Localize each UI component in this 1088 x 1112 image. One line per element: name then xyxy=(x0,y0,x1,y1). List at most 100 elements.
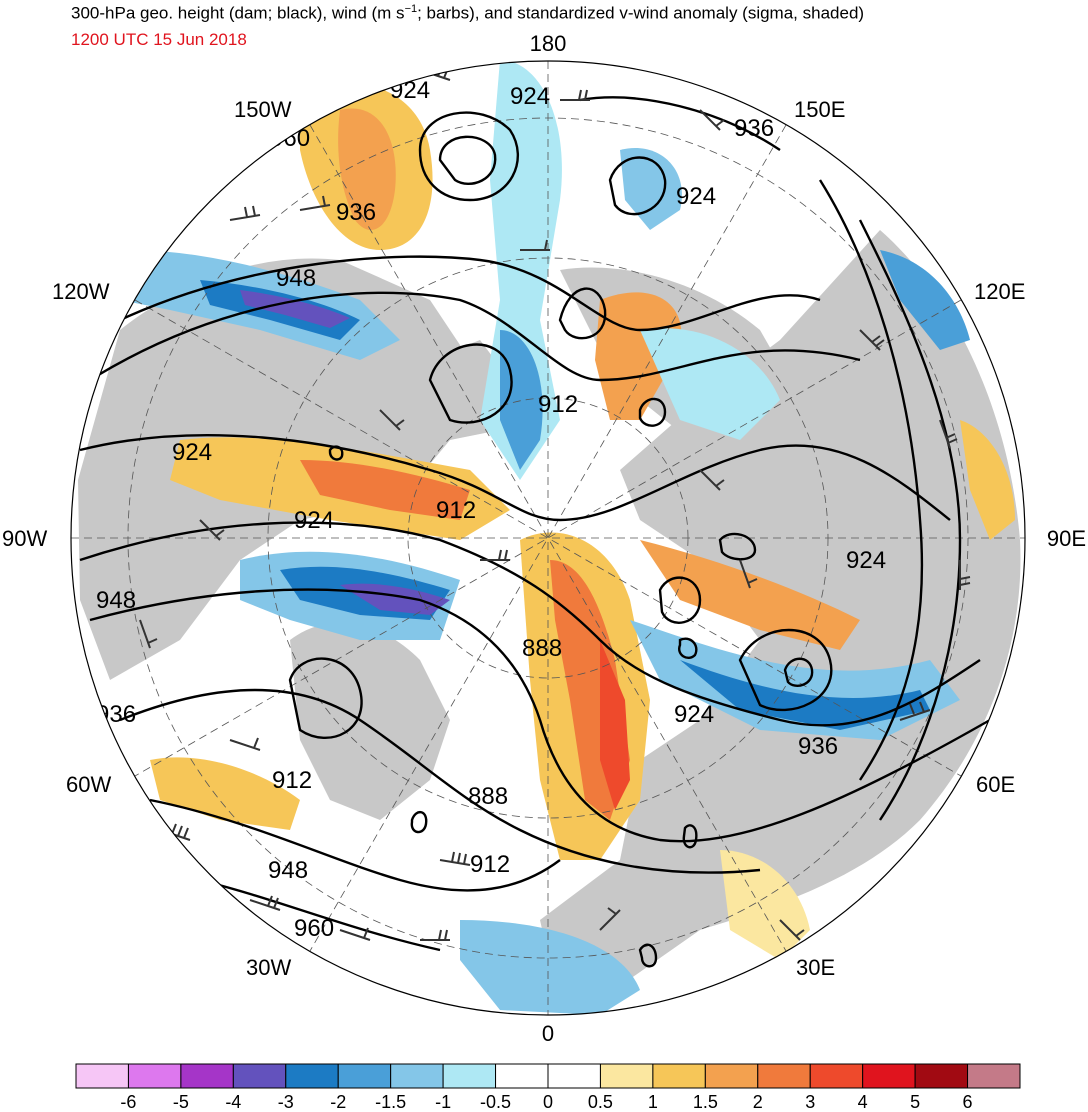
contour-label: 936 xyxy=(734,115,774,142)
colorbar-tick-label: -1 xyxy=(435,1092,451,1112)
colorbar-tick-label: 6 xyxy=(963,1092,973,1112)
anomaly-negative xyxy=(500,330,543,470)
wind-barb xyxy=(139,619,158,649)
wind-barb xyxy=(859,329,885,351)
colorbar-swatch xyxy=(967,1063,1021,1089)
colorbar-swatch xyxy=(285,1063,339,1089)
height-contour xyxy=(89,588,991,843)
map-disk: 924 924 960 936 936 924 948 912 924 924 … xyxy=(71,61,1025,1015)
colorbar-swatch xyxy=(862,1063,916,1089)
contour-label: 888 xyxy=(522,635,562,662)
colorbar-swatch xyxy=(652,1063,706,1089)
wind-barb xyxy=(420,929,450,941)
latitude-circle-inner xyxy=(407,397,689,679)
height-contour xyxy=(149,798,561,892)
height-contour xyxy=(718,532,757,561)
longitude-label-120w: 120W xyxy=(52,279,110,304)
colorbar-swatch xyxy=(757,1063,811,1089)
height-contour xyxy=(119,688,761,874)
contour-label: 912 xyxy=(272,767,312,794)
colorbar-swatch xyxy=(704,1063,759,1089)
height-contour xyxy=(89,291,861,382)
wind-barb xyxy=(339,927,371,941)
wind-barb xyxy=(699,109,725,131)
height-contour xyxy=(678,637,698,659)
wind-barb xyxy=(199,519,225,541)
meridian-150 xyxy=(309,124,787,952)
height-contour xyxy=(858,219,962,821)
colorbar-tick-label: 5 xyxy=(910,1092,920,1112)
wind-barb xyxy=(959,560,971,590)
height-contour xyxy=(328,445,344,461)
wind-barb xyxy=(599,907,621,931)
height-contour xyxy=(638,943,658,968)
greenland-land xyxy=(290,622,450,820)
wind-barb xyxy=(699,469,725,491)
longitude-label-120e: 120E xyxy=(974,279,1025,304)
height-contour xyxy=(818,179,924,781)
contour-label: 924 xyxy=(510,83,550,110)
height-contour xyxy=(783,657,814,687)
anomaly-positive xyxy=(720,850,810,960)
graticule xyxy=(71,61,1025,1015)
wind-barb xyxy=(249,895,281,911)
colorbar-tick-label: -2 xyxy=(330,1092,346,1112)
height-contour xyxy=(682,824,698,849)
anomaly-positive xyxy=(300,460,470,520)
longitude-label-90e: 90E xyxy=(1047,526,1086,551)
wind-barb xyxy=(439,851,471,866)
height-contour xyxy=(658,576,702,624)
colorbar-tick-label: -6 xyxy=(120,1092,136,1112)
longitude-label-30w: 30W xyxy=(246,955,291,980)
contour-label: 924 xyxy=(294,507,334,534)
longitude-label-90w: 90W xyxy=(2,526,47,551)
wind-barb xyxy=(939,419,958,449)
colorbar-swatch xyxy=(495,1063,549,1089)
anomaly-positive xyxy=(960,420,1015,540)
colorbar-swatch xyxy=(809,1063,864,1089)
anomaly-negative xyxy=(680,660,930,730)
wind-barb xyxy=(480,549,510,561)
meridian-30 xyxy=(309,124,787,952)
map-subtitle: 1200 UTC 15 Jun 2018 xyxy=(71,30,247,49)
height-contour xyxy=(608,156,667,216)
contour-label: 960 xyxy=(270,125,310,152)
anomaly-positive xyxy=(150,757,300,830)
longitude-label-150e: 150E xyxy=(794,97,845,122)
wind-barb xyxy=(379,409,405,431)
anomaly-negative xyxy=(460,920,640,1015)
height-contour xyxy=(119,255,821,332)
longitude-label-60e: 60E xyxy=(976,772,1015,797)
height-contour xyxy=(558,287,607,340)
longitude-label-0: 0 xyxy=(542,1021,554,1046)
colorbar-swatch xyxy=(232,1063,287,1089)
colorbar-tick-label: -0.5 xyxy=(480,1092,511,1112)
height-contour xyxy=(79,434,951,522)
wind-barb xyxy=(229,205,261,221)
map-title: 300-hPa geo. height (dam; black), wind (… xyxy=(71,3,865,23)
map-border xyxy=(70,60,1026,1016)
contour-label: 936 xyxy=(96,701,136,728)
contour-label: 948 xyxy=(268,857,308,884)
latitude-circle-outer xyxy=(127,117,969,959)
contour-label: 948 xyxy=(96,587,136,614)
contour-label: 912 xyxy=(470,851,510,878)
wind-barb xyxy=(899,701,931,721)
anomaly-negative xyxy=(880,250,970,350)
anomaly-negative xyxy=(640,328,780,440)
contour-label: 912 xyxy=(436,497,476,524)
colorbar-tick-label: 3 xyxy=(805,1092,815,1112)
colorbar-tick-label: -5 xyxy=(173,1092,189,1112)
wind-barb xyxy=(229,737,261,751)
height-contours xyxy=(79,96,991,968)
height-contour xyxy=(428,343,513,424)
contour-label: 924 xyxy=(676,183,716,210)
contour-label: 948 xyxy=(276,265,316,292)
colorbar-tick-label: 1 xyxy=(648,1092,658,1112)
contour-label: 960 xyxy=(294,915,334,942)
wind-barb xyxy=(739,559,758,589)
colorbar-swatch xyxy=(599,1063,654,1089)
contour-label: 912 xyxy=(538,391,578,418)
height-contour xyxy=(79,521,981,727)
